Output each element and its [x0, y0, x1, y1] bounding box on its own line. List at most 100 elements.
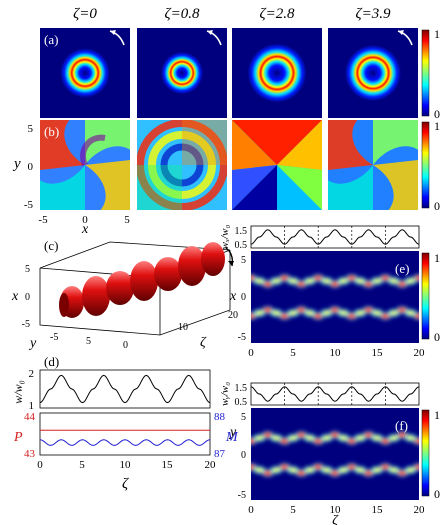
intensity-peak — [346, 275, 357, 281]
intensity-mid — [373, 310, 381, 316]
intensity-mid — [305, 467, 314, 473]
intensity-peak — [380, 313, 391, 319]
intensity-mid — [373, 278, 381, 284]
intensity-mid — [289, 310, 297, 316]
d-p-tick-43: 43 — [24, 448, 36, 460]
e-xtick-15: 15 — [372, 347, 384, 359]
intensity-mid — [322, 310, 331, 316]
c-ytick-m5: -5 — [50, 332, 58, 343]
intensity-peak — [414, 313, 419, 319]
c-xtick-5: 5 — [25, 264, 30, 275]
intensity-mid — [305, 278, 314, 284]
intensity-mid — [339, 467, 348, 473]
f-width-series — [250, 383, 420, 405]
intensity-mid — [373, 467, 381, 473]
e-xtick-5: 5 — [290, 347, 296, 359]
intensity-peak — [363, 470, 374, 476]
intensity-peak — [313, 464, 324, 470]
intensity-peak — [380, 438, 391, 444]
intensity-peak — [262, 432, 273, 438]
b-xtick-5: 5 — [124, 214, 130, 226]
panel-a: (a) 1 0 — [40, 27, 440, 121]
colorbar-f — [421, 409, 430, 497]
intensity-peak — [279, 438, 290, 444]
b-ytick-0: 0 — [28, 161, 34, 173]
intensity-peak — [397, 432, 408, 438]
colorbar-a — [421, 29, 430, 117]
intensity-peak — [397, 470, 408, 476]
intensity-mid — [289, 467, 297, 473]
intensity-mid — [255, 310, 264, 316]
intensity-peak — [313, 313, 324, 319]
intensity-mid — [272, 310, 281, 316]
d-xlabel: ζ — [122, 476, 129, 492]
c-ztick-20: 20 — [228, 310, 238, 321]
c-ytick-5: 5 — [86, 336, 91, 347]
b-ytick-5: 5 — [28, 123, 34, 135]
intensity-mid — [289, 435, 297, 441]
intensity-mid — [356, 310, 365, 316]
series-line-w — [39, 374, 211, 404]
b-xtick-0: 0 — [82, 214, 88, 226]
panel-c: x (c) 5 0 -5 x -5 5 x y 0 10 20 ζ — [11, 222, 238, 351]
column-title-3: ζ=2.8 — [260, 6, 295, 22]
intensity-mid — [373, 435, 381, 441]
intensity-mid — [389, 435, 398, 441]
e-ytick-0: 0 — [241, 292, 246, 303]
intensity-peak — [414, 464, 419, 470]
f-ylabel: y — [228, 425, 237, 440]
intensity-peak — [279, 464, 290, 470]
intensity-peak — [363, 307, 374, 313]
b-xtick-m5: -5 — [38, 214, 48, 226]
d-width-series — [39, 374, 211, 404]
b-ylabel: y — [12, 156, 21, 172]
intensity-mid — [406, 467, 415, 473]
intensity-mid — [289, 278, 297, 284]
panel-e: 1.5 0.5 wₓ/w₀ (e) 5 0 -5 x 0 5 10 15 20 … — [219, 224, 440, 359]
intensity-peak — [330, 307, 340, 313]
intensity-peak — [296, 281, 307, 287]
panel-label-d: (d) — [44, 354, 59, 369]
d-m-tick-87: 87 — [214, 448, 226, 460]
intensity-peak — [279, 313, 290, 319]
e-top-tick-1: 1.5 — [235, 226, 248, 237]
c-ztick-10: 10 — [178, 322, 188, 333]
intensity-mid — [305, 310, 314, 316]
panel-f: 1.5 0.5 wᵧ/w₀ (f) 5 0 -5 y 0 5 10 15 20 … — [219, 382, 440, 525]
colorbar-a-top: 1 — [434, 27, 440, 41]
d-m-tick-88: 88 — [214, 411, 226, 423]
intensity-mid — [356, 467, 365, 473]
intensity-peak — [330, 432, 340, 438]
intensity-mid — [356, 278, 365, 284]
intensity-mid — [356, 435, 365, 441]
intensity-mid — [389, 278, 398, 284]
f-top-axes — [250, 382, 420, 406]
f-top-ylabel: wᵧ/w₀ — [219, 382, 231, 406]
c-ylabel-y: y — [28, 336, 37, 351]
intensity-peak — [330, 470, 340, 476]
intensity-mid — [406, 278, 415, 284]
colorbar-a-bottom: 0 — [434, 107, 440, 121]
column-title-4: ζ=3.9 — [356, 6, 391, 22]
d-xtick-20: 20 — [205, 459, 217, 471]
e-map — [251, 251, 419, 343]
intensity-peak — [279, 275, 290, 281]
intensity-peak — [296, 470, 307, 476]
intensity-peak — [262, 470, 273, 476]
colorbar-e-top: 1 — [434, 251, 440, 265]
colorbar-b-top: 1 — [434, 119, 440, 133]
series-line — [250, 229, 420, 245]
panel-label-f: (f) — [395, 418, 408, 433]
c-xtick-0: 0 — [25, 292, 30, 303]
d-ylabel: w/w₀ — [11, 380, 25, 404]
f-xtick-0: 0 — [248, 504, 254, 516]
f-map — [251, 408, 419, 500]
colorbar-e-bottom: 0 — [434, 330, 440, 344]
intensity-peak — [262, 307, 273, 313]
f-xtick-15: 15 — [372, 504, 384, 516]
d-p-tick-44: 44 — [24, 411, 36, 423]
panel-label-c: (c) — [44, 238, 58, 253]
colorbar-b — [421, 121, 430, 209]
intensity-peak — [313, 438, 324, 444]
